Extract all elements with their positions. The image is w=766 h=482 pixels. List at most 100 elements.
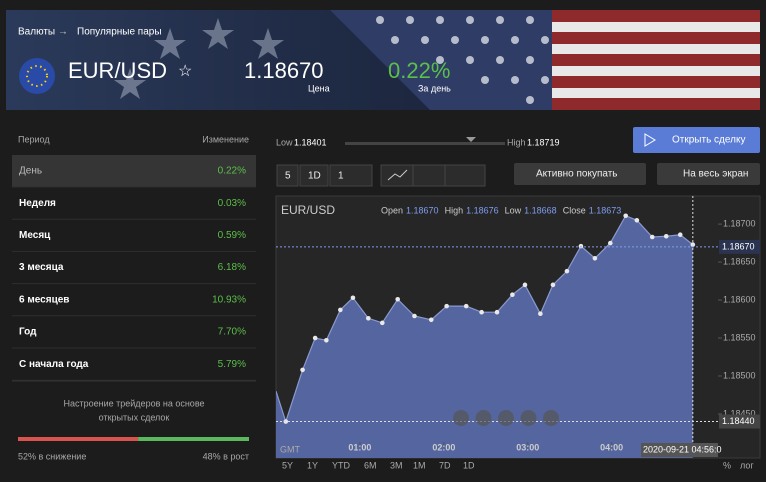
price: 1.18670 (244, 58, 324, 83)
period-change: 0.22% (218, 166, 246, 177)
period-change: 7.70% (218, 327, 246, 338)
ohlc-name: High (445, 205, 464, 215)
range-button[interactable]: 6M (364, 460, 377, 470)
change-caption: За день (418, 83, 451, 93)
performance-panel: Период Изменение Настроение трейдеров на… (12, 134, 256, 461)
banner: Валюты → Популярные пары EUR/USD ☆ 1.186… (6, 10, 760, 110)
point (428, 317, 434, 323)
sentiment-down-bar (18, 437, 139, 441)
fullscreen-button[interactable] (657, 163, 760, 185)
range-button[interactable]: 7D (439, 460, 451, 470)
range-button[interactable]: 1Y (307, 460, 318, 470)
point (623, 213, 628, 219)
point (300, 367, 305, 373)
column-header: Период (18, 134, 50, 144)
banner-small-stars (376, 16, 549, 104)
point (366, 315, 371, 321)
range-button[interactable]: 1M (413, 460, 426, 470)
crosshair-label: 2020-09-21 04:56:0 (643, 444, 722, 454)
price-caption: Цена (308, 83, 330, 93)
point (338, 307, 343, 313)
point (592, 255, 598, 261)
favorite-star[interactable]: ☆ (178, 63, 192, 80)
period-label: 6 месяцев (19, 294, 69, 305)
y-tick-label: 1.18700 (723, 218, 756, 228)
point (494, 309, 500, 315)
point (324, 337, 329, 343)
candle-type-button[interactable] (444, 164, 486, 187)
active-buy-button[interactable] (514, 163, 646, 185)
crosshair-label-bg (641, 443, 718, 457)
zoom-control[interactable] (520, 410, 537, 426)
zoom-control[interactable] (475, 410, 492, 426)
point (663, 233, 669, 239)
period-label: Год (19, 327, 37, 338)
y-tick-label: 1.18500 (723, 370, 756, 380)
low-caption: Low (276, 137, 293, 147)
range-slider (345, 142, 505, 145)
price-label: 1.18670 (722, 241, 755, 251)
point (380, 320, 385, 326)
zoom-control[interactable] (543, 410, 559, 426)
price-label: 1.18440 (722, 416, 755, 426)
toolbar-label: 1 (338, 171, 344, 182)
breadcrumb[interactable]: Валюты (18, 27, 55, 38)
y-tick-label: 1.18450 (723, 408, 756, 418)
scale-option[interactable]: лог (740, 460, 754, 470)
ohlc-name: Close (563, 205, 586, 215)
controls: Low 1.18401 High 1.18719 Открыть сделку … (276, 127, 760, 187)
x-tick-label: 01:00 (348, 442, 371, 452)
toolbar-button[interactable] (299, 164, 329, 187)
chart-plot (276, 213, 696, 458)
ohlc-name: Open (381, 205, 403, 215)
area (276, 215, 693, 458)
x-tick-label: 04:00 (600, 442, 623, 452)
point (634, 218, 640, 223)
point (412, 313, 417, 319)
zoom-control[interactable] (453, 410, 469, 426)
active-buy-label: Активно покупать (536, 169, 618, 180)
zoom-control[interactable] (498, 410, 514, 426)
point (538, 311, 543, 317)
ohlc-name: Low (505, 205, 522, 215)
period-label: Месяц (19, 230, 51, 241)
range-button[interactable]: 5Y (282, 460, 293, 470)
open-trade-button[interactable] (633, 127, 760, 153)
line-icon (387, 169, 408, 181)
ohlc-value: 1.18676 (466, 205, 499, 215)
point (522, 282, 528, 288)
range-button[interactable]: 1D (463, 460, 475, 470)
y-tick-label: 1.18600 (723, 294, 756, 304)
y-tick-label: 1.18550 (723, 332, 756, 342)
symbol: EUR/USD (68, 58, 167, 83)
breadcrumb[interactable]: Популярные пары (77, 27, 162, 38)
toolbar-button[interactable] (276, 164, 299, 187)
eu-stars (26, 65, 48, 87)
breadcrumb-arrow: → (58, 27, 68, 38)
x-tick-label: 03:00 (516, 442, 539, 452)
period-label: Неделя (19, 198, 56, 209)
sentiment-title: открытых сделок (99, 412, 170, 422)
point (607, 240, 613, 246)
period-change: 10.93% (212, 294, 246, 305)
point (649, 234, 655, 240)
point (463, 303, 469, 309)
point (550, 282, 556, 288)
price-label-bg (719, 239, 760, 254)
play-icon (644, 133, 656, 147)
scale-option[interactable]: % (723, 460, 731, 470)
sentiment-down: 52% в снижение (18, 451, 86, 461)
timezone: GMT (280, 444, 300, 454)
period-change: 6.18% (218, 262, 246, 273)
ohlc-value: 1.18668 (524, 205, 557, 215)
area-type-button[interactable] (412, 164, 446, 187)
column-header: Изменение (202, 134, 249, 144)
toolbar-button[interactable] (329, 164, 373, 187)
low-value: 1.18401 (294, 137, 327, 147)
change: 0.22% (388, 58, 450, 83)
range-button[interactable]: YTD (332, 460, 351, 470)
toolbar-label: 5 (285, 171, 291, 182)
point (312, 335, 318, 341)
range-button[interactable]: 3M (390, 460, 403, 470)
